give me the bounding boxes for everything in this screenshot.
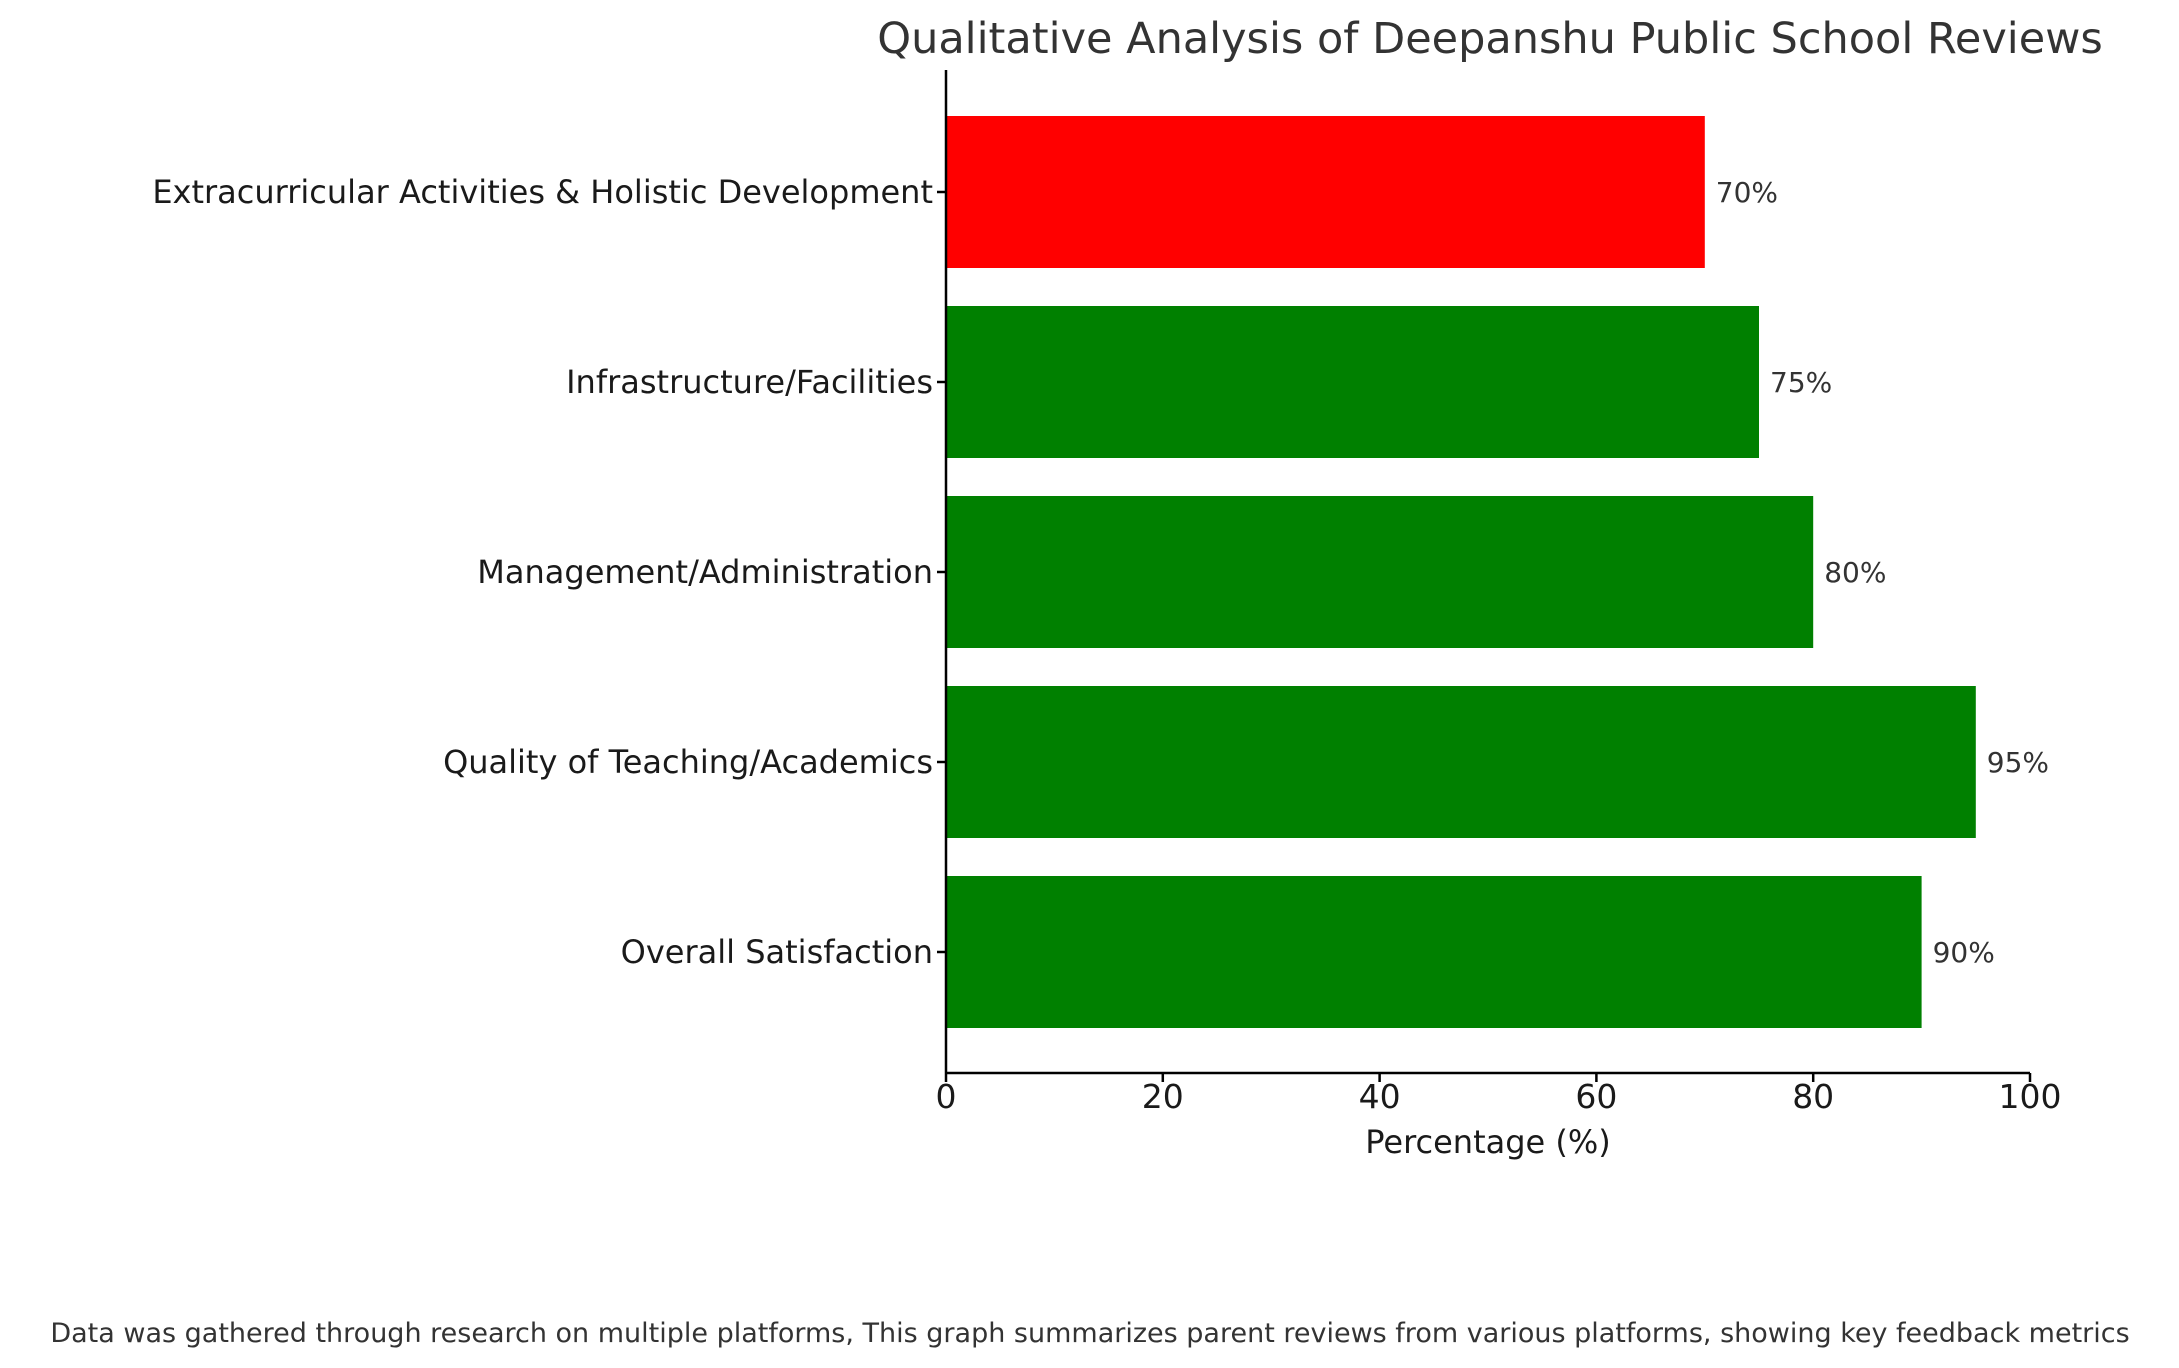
x-tick-label-60: 60 bbox=[1575, 1077, 1617, 1116]
category-label-quality-of-teaching-academics: Quality of Teaching/Academics bbox=[443, 743, 933, 781]
value-label-overall-satisfaction: 90% bbox=[1933, 936, 1995, 969]
category-label-management-administration: Management/Administration bbox=[477, 553, 933, 591]
x-tick-label-20: 20 bbox=[1142, 1077, 1184, 1116]
x-tick-label-100: 100 bbox=[1999, 1077, 2062, 1116]
bar-management-administration bbox=[946, 496, 1814, 648]
value-label-infrastructure-facilities: 75% bbox=[1770, 366, 1832, 399]
x-tick-label-0: 0 bbox=[936, 1077, 957, 1116]
value-label-quality-of-teaching-academics: 95% bbox=[1987, 746, 2049, 779]
chart-title: Qualitative Analysis of Deepanshu Public… bbox=[877, 14, 2103, 64]
x-axis-label: Percentage (%) bbox=[1365, 1123, 1611, 1161]
x-tick-label-40: 40 bbox=[1359, 1077, 1401, 1116]
value-labels-group: 90% 95% 80% 75% 70% bbox=[1716, 176, 2049, 969]
value-label-extracurricular-activities-holistic-development: 70% bbox=[1716, 176, 1778, 209]
bar-quality-of-teaching-academics bbox=[946, 686, 1976, 838]
footnote: Data was gathered through research on mu… bbox=[50, 1318, 2129, 1349]
category-label-infrastructure-facilities: Infrastructure/Facilities bbox=[566, 363, 933, 401]
value-label-management-administration: 80% bbox=[1824, 556, 1886, 589]
x-tick-label-80: 80 bbox=[1792, 1077, 1834, 1116]
bar-extracurricular-activities-holistic-development bbox=[946, 116, 1705, 268]
x-ticks-group: 0 20 40 60 80 100 bbox=[936, 1073, 2062, 1116]
bar-overall-satisfaction bbox=[946, 876, 1922, 1028]
category-labels-group: Overall Satisfaction Quality of Teaching/… bbox=[152, 173, 946, 971]
bars-group bbox=[946, 116, 1976, 1028]
category-label-extracurricular-activities-holistic-development: Extracurricular Activities & Holistic De… bbox=[152, 173, 933, 211]
bar-infrastructure-facilities bbox=[946, 306, 1759, 458]
category-label-overall-satisfaction: Overall Satisfaction bbox=[621, 933, 933, 971]
